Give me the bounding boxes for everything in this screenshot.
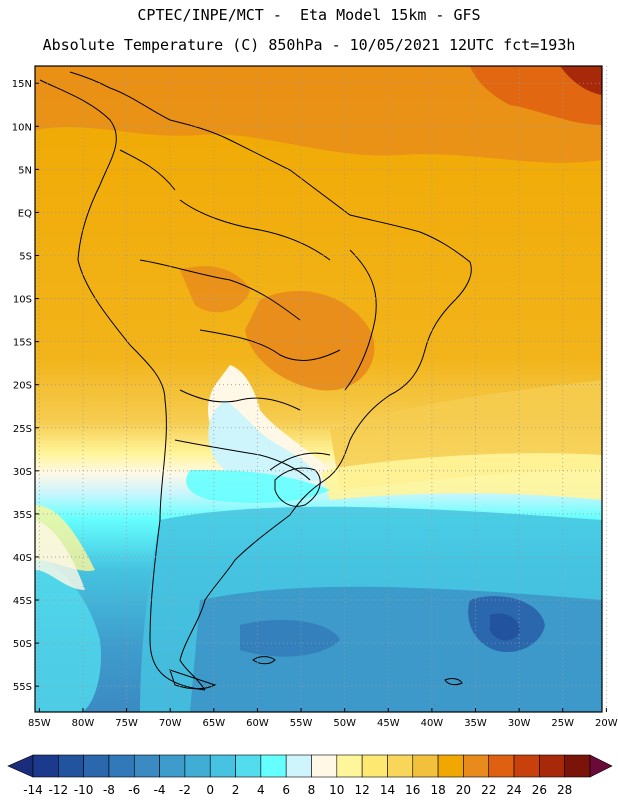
colorbar-swatch	[463, 754, 490, 778]
lat-label: 25S	[13, 424, 32, 435]
colorbar-right-arrow	[589, 754, 613, 778]
colorbar-swatch	[83, 754, 110, 778]
lat-label: 40S	[13, 553, 32, 564]
colorbar-label: 4	[257, 783, 265, 797]
lat-label: 35S	[13, 510, 32, 521]
colorbar-swatch	[387, 754, 414, 778]
colorbar-label: 10	[329, 783, 344, 797]
colorbar-swatch	[311, 754, 338, 778]
lat-label: EQ	[18, 208, 32, 219]
colorbar-swatch	[513, 754, 540, 778]
colorbar-label: -6	[128, 783, 140, 797]
lon-label: 70W	[159, 718, 182, 729]
lat-label: 50S	[13, 639, 32, 650]
lon-label: 50W	[333, 718, 356, 729]
colorbar-label: 12	[354, 783, 369, 797]
lat-label: 10N	[12, 122, 32, 133]
colorbar-swatch	[133, 754, 160, 778]
colorbar-label: -8	[103, 783, 115, 797]
colorbar-swatch	[32, 754, 59, 778]
colorbar-swatch	[539, 754, 565, 778]
colorbar-swatch	[437, 754, 464, 778]
latitude-axis: 15N 10N 5N EQ 5S 10S 15S 20S 25S 30S 35S 40S 45S 50S 5…	[12, 79, 39, 693]
colorbar-label: 16	[405, 783, 420, 797]
map-title-line-2: Absolute Temperature (C) 850hPa - 10/05/…	[42, 36, 576, 54]
lat-label: 55S	[13, 682, 32, 693]
colorbar-swatch	[108, 754, 135, 778]
lat-label: 15S	[13, 338, 32, 349]
lon-label: 25W	[551, 718, 574, 729]
map-title-line-1: CPTEC/INPE/MCT - Eta Model 15km - GFS	[137, 6, 481, 24]
colorbar-label: 6	[282, 783, 290, 797]
lon-label: 85W	[28, 718, 51, 729]
colorbar-label: -14	[23, 783, 43, 797]
lat-label: 20S	[13, 381, 32, 392]
colorbar-label: 18	[430, 783, 445, 797]
lat-label: 5S	[19, 251, 32, 262]
coastlines	[39, 71, 472, 691]
lat-label: 45S	[13, 596, 32, 607]
colorbar-label: 8	[308, 783, 316, 797]
lon-label: 60W	[246, 718, 269, 729]
colorbar-label: 24	[506, 783, 521, 797]
colorbar-swatch	[412, 754, 439, 778]
lon-label: 45W	[377, 718, 400, 729]
colorbar-swatch	[488, 754, 515, 778]
colorbar-label: -2	[179, 783, 191, 797]
lon-label: 40W	[421, 718, 444, 729]
lat-label: 15N	[12, 79, 32, 90]
lat-label: 5N	[18, 165, 32, 176]
color-bar: -14 -12 -10 -8 -6 -4 -2 0 2 4 6 8 10 12 14 16 18 20 22 24 26…	[7, 754, 613, 797]
lon-label: 75W	[115, 718, 138, 729]
lat-label: 10S	[13, 295, 32, 306]
longitude-axis: 85W 80W 75W 70W 65W 60W 55W 50W 45W 40W 35W 30W 25W 2…	[28, 708, 618, 729]
colorbar-label: 22	[481, 783, 496, 797]
colorbar-swatch	[184, 754, 211, 778]
colorbar-label: 2	[232, 783, 240, 797]
lat-label: 30S	[13, 467, 32, 478]
colorbar-swatch	[361, 754, 388, 778]
colorbar-swatch	[235, 754, 262, 778]
colorbar-label: 26	[532, 783, 547, 797]
map-frame	[34, 65, 603, 713]
lon-label: 20W	[595, 718, 618, 729]
lon-label: 35W	[464, 718, 487, 729]
lon-label: 55W	[290, 718, 313, 729]
colorbar-swatch	[564, 754, 591, 778]
temperature-field	[35, 66, 602, 712]
lon-label: 65W	[203, 718, 226, 729]
colorbar-label: -12	[49, 783, 69, 797]
colorbar-label: 14	[380, 783, 395, 797]
colorbar-left-arrow	[7, 754, 34, 778]
lon-label: 80W	[72, 718, 95, 729]
lat-lon-grid	[35, 66, 607, 712]
colorbar-swatch	[58, 754, 84, 778]
colorbar-swatch	[336, 754, 363, 778]
colorbar-label: -10	[74, 783, 94, 797]
colorbar-label: 20	[456, 783, 471, 797]
colorbar-label: 28	[557, 783, 572, 797]
colorbar-swatch	[209, 754, 236, 778]
colorbar-swatch	[285, 754, 312, 778]
colorbar-swatch	[159, 754, 186, 778]
colorbar-label: 0	[206, 783, 214, 797]
colorbar-swatch	[260, 754, 287, 778]
colorbar-label: -4	[154, 783, 166, 797]
lon-label: 30W	[508, 718, 531, 729]
